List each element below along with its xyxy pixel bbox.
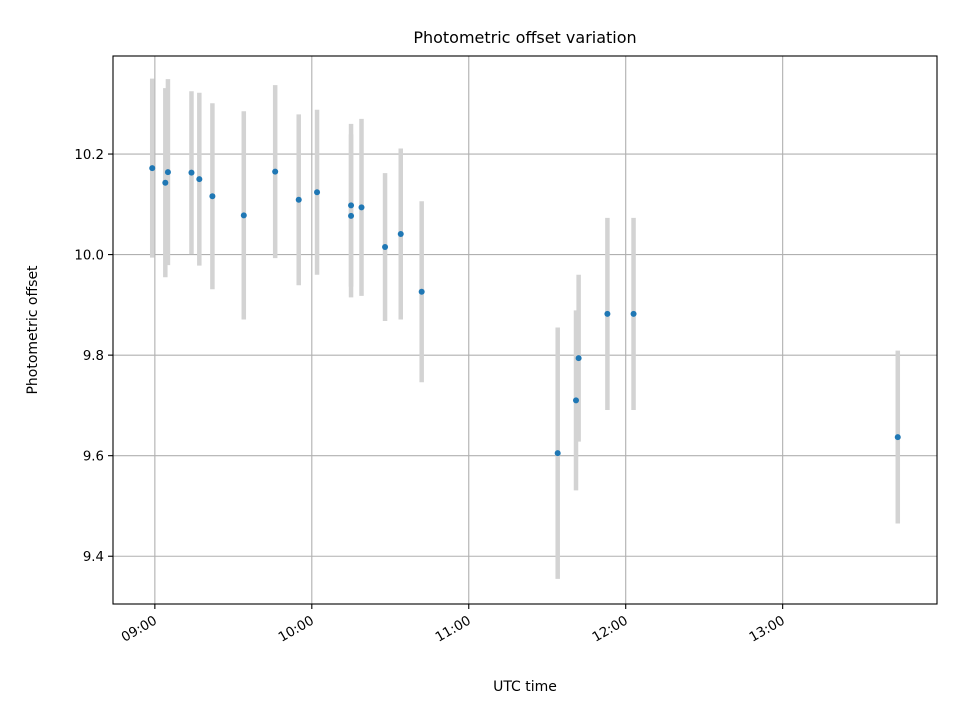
grid-lines: [113, 56, 937, 604]
data-point: [209, 193, 216, 200]
data-point: [418, 288, 425, 295]
data-point: [630, 310, 637, 317]
data-point: [272, 168, 279, 175]
y-axis-title: Photometric offset: [25, 265, 41, 395]
data-point: [894, 434, 901, 441]
chart-title: Photometric offset variation: [413, 28, 636, 47]
data-point: [348, 212, 355, 219]
data-point: [162, 179, 169, 186]
data-point: [604, 310, 611, 317]
y-axis-ticks: 9.4 9.6 9.8 10.0 10.2: [74, 148, 113, 565]
data-point: [164, 169, 171, 176]
data-points: [149, 165, 901, 457]
data-point: [348, 202, 355, 209]
y-tick-label: 10.2: [74, 148, 104, 163]
data-point: [295, 196, 302, 203]
y-tick-label: 9.6: [83, 450, 104, 465]
data-point: [575, 355, 582, 362]
y-tick-label: 10.0: [74, 249, 104, 264]
data-point: [188, 169, 195, 176]
data-point: [314, 189, 321, 196]
data-point: [397, 230, 404, 237]
plot-area: [112, 55, 938, 605]
axes-frame: [112, 55, 938, 605]
y-tick-label: 9.8: [83, 349, 104, 364]
axes-background: [113, 56, 937, 604]
data-point: [382, 244, 389, 251]
data-point: [358, 204, 365, 211]
y-tick-label: 9.4: [83, 550, 104, 565]
data-point: [196, 176, 203, 183]
data-point: [149, 165, 156, 172]
data-point: [240, 212, 247, 219]
data-point: [573, 397, 580, 404]
x-axis-title: UTC time: [493, 679, 557, 695]
data-point: [554, 450, 561, 457]
